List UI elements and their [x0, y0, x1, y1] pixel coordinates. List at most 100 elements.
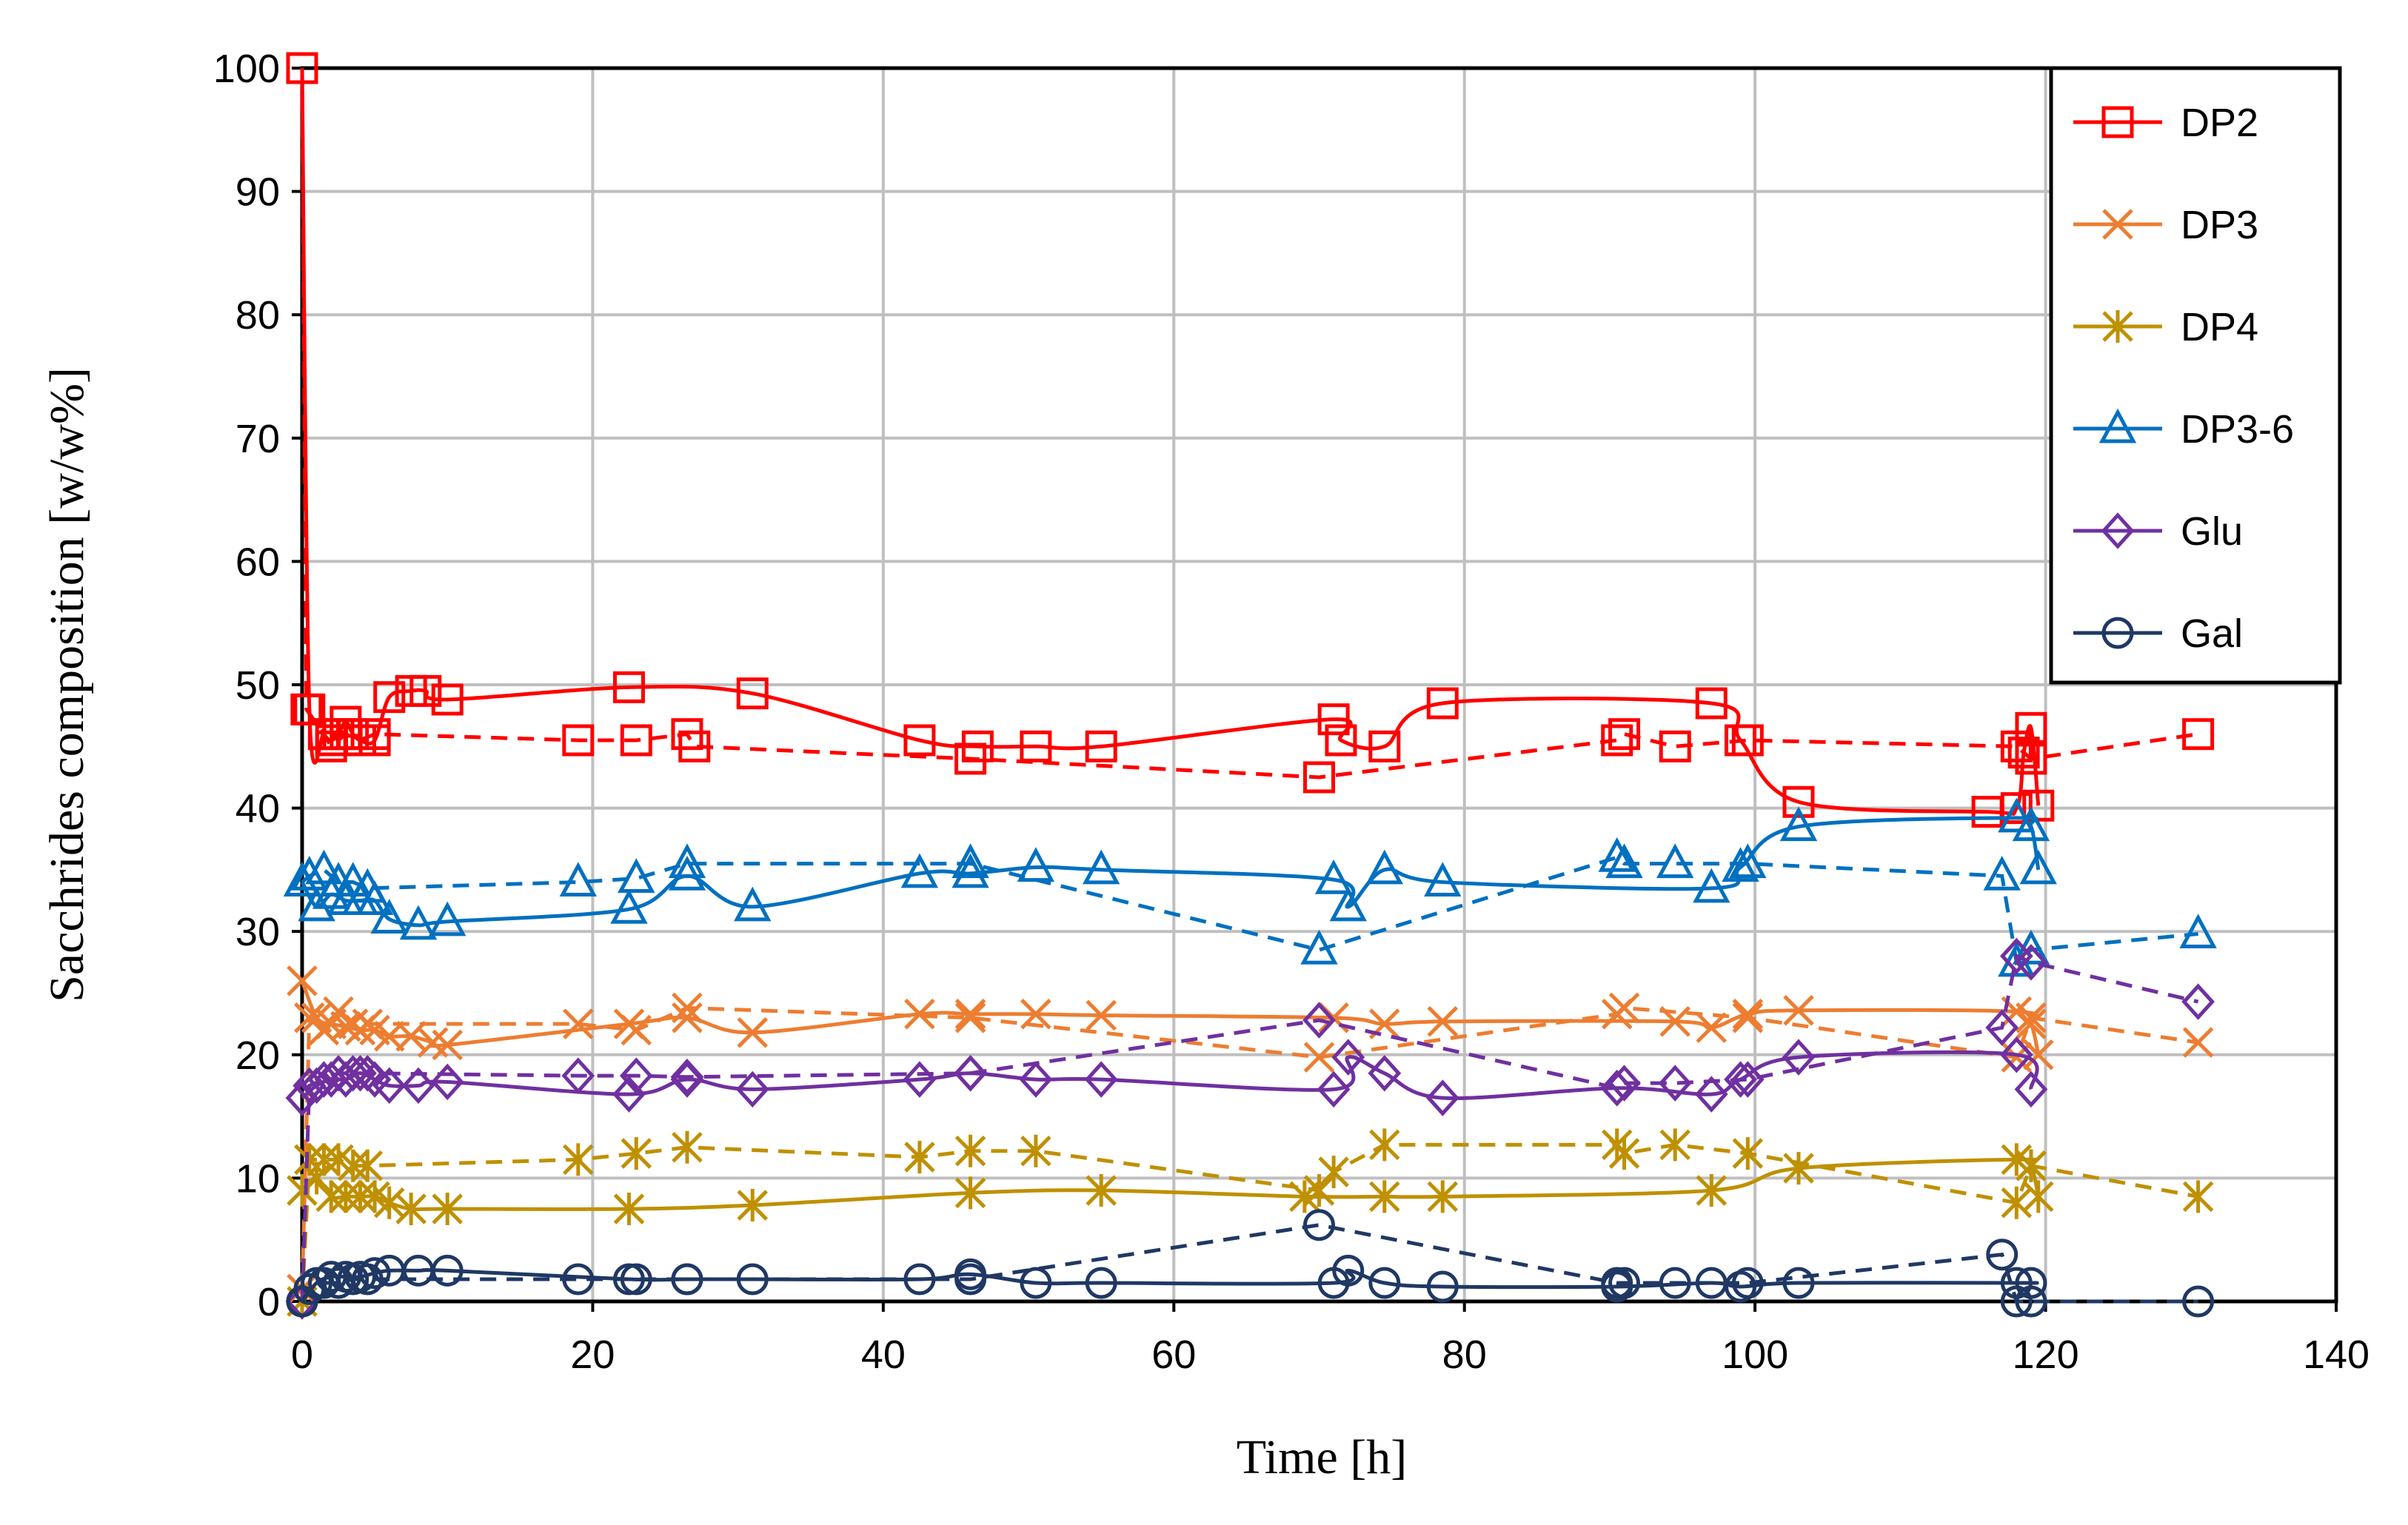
data-point-dp3-6 — [1693, 868, 1730, 903]
data-point-dp3-6 — [1300, 929, 1338, 965]
data-point-glu — [430, 1063, 464, 1101]
x-tick-label: 140 — [2303, 1333, 2369, 1377]
data-point-dp4 — [432, 1193, 463, 1226]
y-tick-label: 80 — [235, 293, 280, 338]
data-point-gal — [671, 1263, 703, 1296]
data-point-dp3-6 — [1605, 843, 1643, 879]
data-point-dp2 — [1695, 687, 1728, 720]
data-point-dp4 — [1318, 1156, 1349, 1189]
legend: DP2 DP3 DP4 DP3-6 Glu Gal — [2049, 66, 2342, 685]
x-tick-label: 100 — [1722, 1333, 1788, 1377]
data-point-dp2 — [373, 681, 406, 714]
legend-item-dp2: DP2 — [2073, 101, 2258, 145]
data-point-gal — [562, 1263, 595, 1296]
data-point-dp3 — [1303, 1042, 1335, 1073]
data-point-glu — [1724, 1061, 1757, 1098]
data-point-dp2 — [1020, 730, 1052, 762]
y-tick-label: 100 — [213, 47, 280, 91]
y-tick-label: 40 — [235, 787, 280, 831]
legend-marker-dp3 — [2102, 209, 2133, 240]
data-point-dp4 — [1608, 1137, 1640, 1170]
data-point-dp3-6 — [429, 901, 466, 936]
data-point-glu — [1019, 1061, 1053, 1098]
series-layer — [283, 52, 2217, 1320]
data-point-dp3 — [395, 1021, 427, 1052]
series-dp4 — [287, 1128, 2214, 1318]
data-point-dp2 — [961, 730, 994, 762]
data-point-dp3 — [2016, 1008, 2047, 1039]
data-point-dp4 — [344, 1180, 376, 1213]
data-point-glu — [1425, 1079, 1459, 1116]
data-point-dp2 — [1608, 718, 1641, 751]
data-point-dp4 — [352, 1149, 384, 1182]
data-point-glu — [1084, 1061, 1118, 1098]
data-point-dp3 — [904, 999, 935, 1030]
series-dp3-6-dashed-line — [301, 855, 2198, 966]
series-dp2 — [286, 52, 2215, 828]
data-point-dp3 — [1659, 1006, 1690, 1037]
data-point-dp4 — [330, 1180, 361, 1213]
series-dp3-6-solid-line — [300, 816, 2041, 928]
legend-item-dp4: DP4 — [2073, 305, 2258, 349]
data-point-dp3-6 — [290, 855, 328, 891]
data-point-dp4 — [1369, 1128, 1400, 1162]
data-point-dp2 — [1426, 687, 1459, 720]
data-point-dp2 — [409, 674, 442, 707]
data-point-dp4 — [2182, 1180, 2214, 1213]
data-point-glu — [401, 1067, 435, 1105]
legend-marker-glu — [2101, 512, 2135, 549]
data-point-dp3 — [1608, 992, 1640, 1024]
data-point-dp2 — [2015, 711, 2047, 744]
data-point-glu — [619, 1057, 653, 1094]
data-point-dp3-6 — [1314, 859, 1353, 894]
data-point-dp3-6 — [1017, 847, 1055, 882]
legend-item-dp3: DP3 — [2073, 203, 2258, 247]
data-point-dp3 — [613, 1008, 645, 1039]
data-point-dp2 — [337, 718, 369, 751]
data-point-dp3-6 — [1424, 862, 1462, 897]
data-point-glu — [372, 1067, 407, 1105]
data-point-glu — [1694, 1076, 1728, 1113]
series-dp4-solid-line — [301, 1157, 2041, 1212]
data-point-gal — [344, 1261, 376, 1293]
data-point-dp2 — [678, 730, 711, 762]
data-point-dp3-6 — [1722, 847, 1759, 882]
data-point-dp3-6 — [610, 888, 648, 924]
series-dp3-6 — [283, 797, 2217, 977]
data-point-dp3-6 — [618, 858, 655, 894]
data-point-dp4 — [1020, 1134, 1051, 1167]
legend-item-dp3-6: DP3-6 — [2073, 407, 2294, 452]
y-tick-label: 20 — [235, 1033, 280, 1078]
data-point-dp2 — [2015, 743, 2047, 775]
data-point-gal — [954, 1258, 987, 1290]
data-point-dp3 — [432, 1029, 463, 1061]
data-point-dp4 — [954, 1134, 986, 1167]
data-point-gal — [903, 1263, 936, 1296]
x-tick-label: 80 — [1442, 1333, 1487, 1377]
data-point-dp3-6 — [952, 843, 989, 879]
x-axis-title: Time [h] — [1237, 1430, 1407, 1484]
data-point-dp4 — [737, 1189, 769, 1222]
data-point-dp4 — [954, 1176, 986, 1210]
y-axis-title: Sacchrides composition [w/w%] — [40, 367, 94, 1002]
data-point-dp4 — [621, 1137, 652, 1170]
legend-label-dp4: DP4 — [2181, 305, 2258, 349]
data-point-dp4 — [315, 1180, 347, 1213]
data-point-dp3-6 — [298, 886, 335, 922]
data-point-dp3 — [954, 999, 986, 1030]
y-tick-label: 70 — [235, 417, 280, 461]
data-point-glu — [314, 1061, 348, 1098]
data-point-gal — [736, 1263, 769, 1296]
series-dp2-dashed-line — [300, 67, 2198, 780]
data-point-dp4 — [613, 1193, 645, 1226]
data-point-gal — [1659, 1267, 1691, 1299]
data-point-dp3-6 — [734, 886, 772, 922]
series-glu — [285, 937, 2215, 1320]
data-point-dp3-6 — [668, 855, 706, 891]
data-point-gal — [1782, 1267, 1815, 1299]
data-point-glu — [1331, 1039, 1365, 1076]
data-point-dp2 — [1659, 730, 1691, 762]
data-point-dp3-6 — [1983, 855, 2021, 891]
data-point-dp3-6 — [668, 843, 706, 879]
